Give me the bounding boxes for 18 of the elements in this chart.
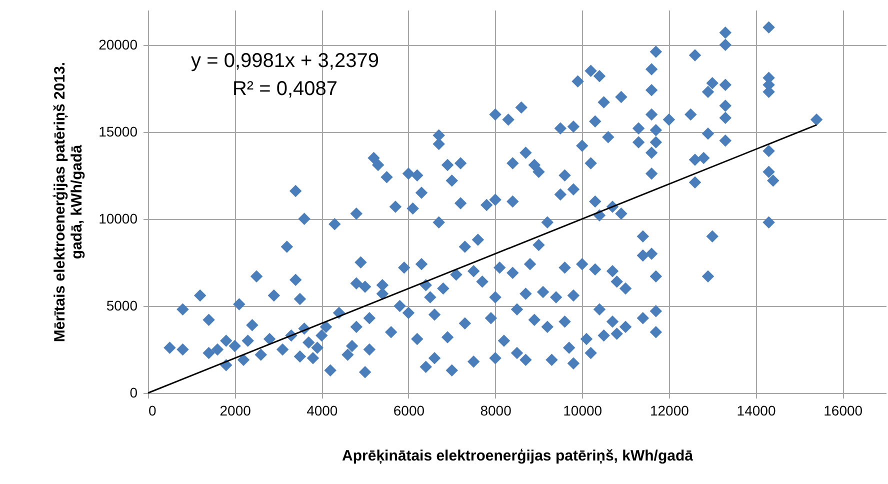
x-tick-label: 14000 <box>736 402 776 418</box>
y-tick-label: 15000 <box>98 123 138 140</box>
x-tick-label: 16000 <box>824 402 863 418</box>
annotation: R² = 0,4087 <box>232 78 338 100</box>
x-tick-label: 12000 <box>650 402 690 418</box>
y-axis-title: Mērītais elektroenerģijas patēriņš 2013. gadā, kWh/gadā <box>52 62 86 342</box>
x-tick-label: 0 <box>148 402 156 418</box>
x-tick-label: 8000 <box>480 402 512 418</box>
annotation: y = 0,9981x + 3,2379 <box>191 50 379 72</box>
x-tick-label: 2000 <box>220 402 252 418</box>
y-tick-label: 20000 <box>98 36 138 52</box>
y-tick-label: 0 <box>130 384 138 400</box>
x-tick-label: 10000 <box>563 402 602 418</box>
y-tick-label: 5000 <box>106 297 138 314</box>
x-tick-label: 6000 <box>393 402 425 418</box>
y-tick-label: 10000 <box>98 210 138 226</box>
x-axis-title: Aprēķinātais elektroenerģijas patēriņš, kWh/gadā <box>342 448 694 464</box>
x-tick-label: 4000 <box>306 402 338 418</box>
